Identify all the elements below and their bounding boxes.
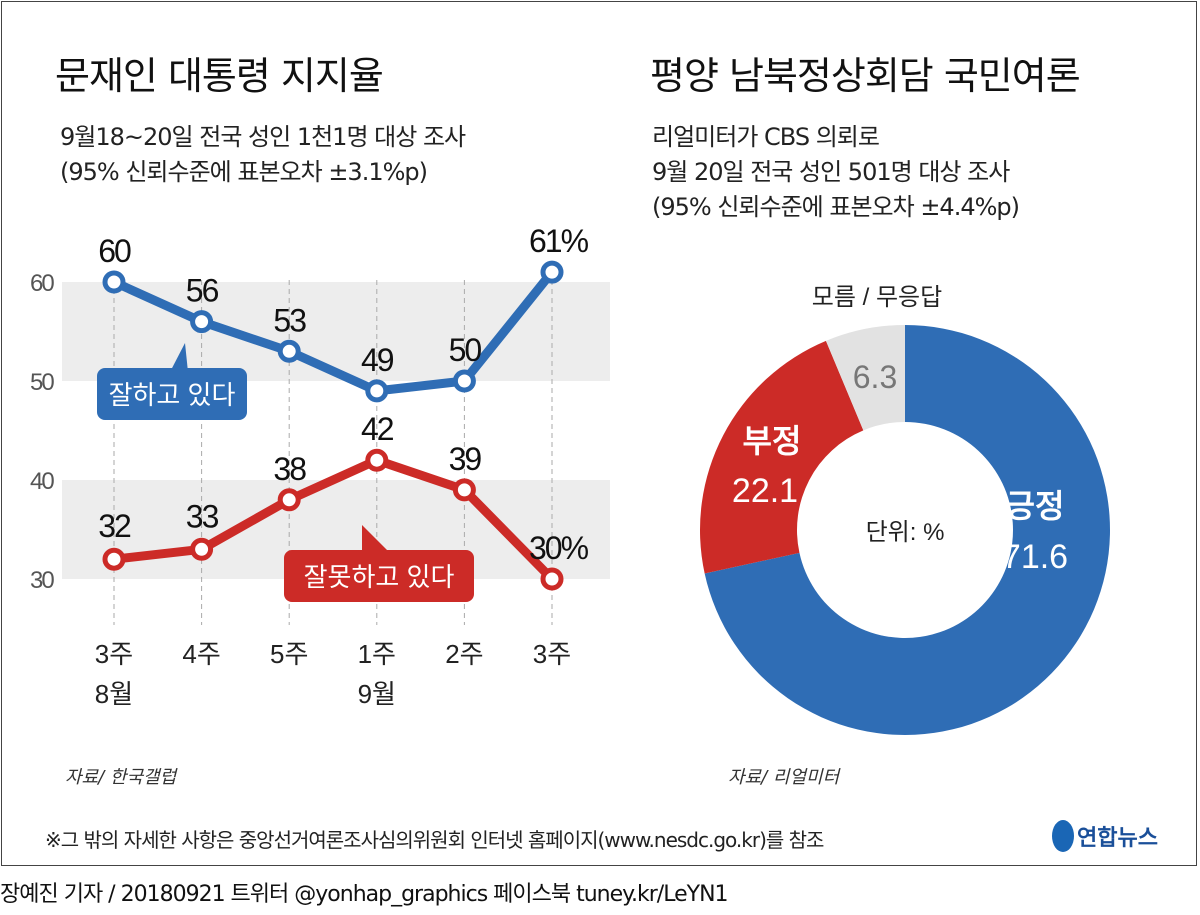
left-title: 문재인 대통령 지지율 — [55, 54, 384, 98]
series-label: 잘못하고 있다 — [304, 562, 455, 592]
x-tick-label: 4주 — [182, 639, 220, 669]
x-group-label: 8월 — [95, 679, 133, 709]
data-point — [102, 547, 126, 571]
data-point — [452, 369, 476, 393]
data-label: 30% — [529, 530, 589, 566]
unit-label: 단위: % — [866, 519, 945, 546]
y-tick-label: 30 — [30, 567, 54, 594]
infographic-frame — [1, 1, 1197, 866]
data-point — [452, 478, 476, 502]
data-label: 33 — [186, 498, 219, 534]
callout-pointer — [170, 343, 188, 372]
right-subtitle-2: 9월 20일 전국 성인 501명 대상 조사 — [652, 158, 1010, 186]
data-point — [365, 448, 389, 472]
x-tick-label: 3주 — [533, 639, 571, 669]
data-point — [540, 567, 564, 591]
y-tick-label: 50 — [30, 369, 54, 396]
slice-value: 22.1 — [732, 472, 798, 510]
right-subtitle-1: 리얼미터가 CBS 의뢰로 — [652, 123, 880, 151]
y-tick-label: 40 — [30, 468, 54, 495]
series-line — [113, 455, 556, 583]
series-label: 잘하고 있다 — [109, 380, 236, 410]
slice-label: 부정 — [743, 423, 802, 459]
data-point — [365, 379, 389, 403]
yonhap-logo: 연합뉴스 — [1052, 820, 1158, 852]
slice-value: 6.3 — [853, 359, 897, 395]
line-chart: 30 40 50 60 3주 4주 5주 1주 2주 3주 8월 9월 60 56 53 49 50 61% 32 3… — [30, 223, 610, 709]
logo-text: 연합뉴스 — [1077, 826, 1158, 851]
data-point — [540, 260, 564, 284]
data-point — [102, 270, 126, 294]
callout-pointer — [362, 525, 390, 553]
left-subtitle-2: (95% 신뢰수준에 표본오차 ±3.1%p) — [60, 158, 428, 186]
data-label: 50 — [449, 332, 482, 368]
donut-slice — [704, 325, 1110, 736]
slice-label: 긍정 — [1006, 488, 1065, 524]
right-subtitle-3: (95% 신뢰수준에 표본오차 ±4.4%p) — [652, 193, 1020, 221]
data-label: 60 — [98, 233, 131, 269]
x-tick-label: 1주 — [358, 639, 396, 669]
data-label: 56 — [186, 273, 219, 309]
left-source: 자료/ 한국갤럽 — [65, 767, 177, 788]
slice-value: 71.6 — [1002, 538, 1068, 576]
x-tick-label: 2주 — [445, 639, 483, 669]
right-title: 평양 남북정상회담 국민여론 — [650, 54, 1081, 98]
logo-mark-icon — [1052, 820, 1074, 852]
data-label: 38 — [273, 451, 306, 487]
series-line — [112, 269, 556, 396]
x-tick-label: 5주 — [270, 639, 308, 669]
donut-slice — [700, 340, 864, 574]
data-label: 49 — [361, 342, 394, 378]
footnote: ※그 밖의 자세한 사항은 중앙선거여론조사심의위원회 인터넷 홈페이지(www… — [45, 828, 824, 852]
data-label: 53 — [273, 302, 306, 338]
data-point — [277, 488, 301, 512]
right-source: 자료/ 리얼미터 — [728, 767, 840, 788]
data-point — [277, 339, 301, 363]
data-label: 61% — [529, 223, 589, 259]
data-point — [190, 537, 214, 561]
data-point — [190, 310, 214, 334]
slice-annotation: 모름 / 무응답 — [812, 284, 942, 311]
series-label-box — [284, 550, 474, 602]
y-tick-label: 60 — [30, 270, 54, 297]
donut-slice — [825, 325, 905, 431]
data-label: 32 — [98, 508, 131, 544]
data-label: 42 — [361, 411, 394, 447]
data-label: 39 — [449, 441, 482, 477]
x-group-label: 9월 — [358, 679, 396, 709]
series-label-box — [97, 368, 247, 420]
x-tick-label: 3주 — [95, 639, 133, 669]
credit-line: 장예진 기자 / 20180921 트위터 @yonhap_graphics 페… — [0, 882, 729, 907]
left-subtitle-1: 9월18~20일 전국 성인 1천1명 대상 조사 — [60, 123, 466, 151]
